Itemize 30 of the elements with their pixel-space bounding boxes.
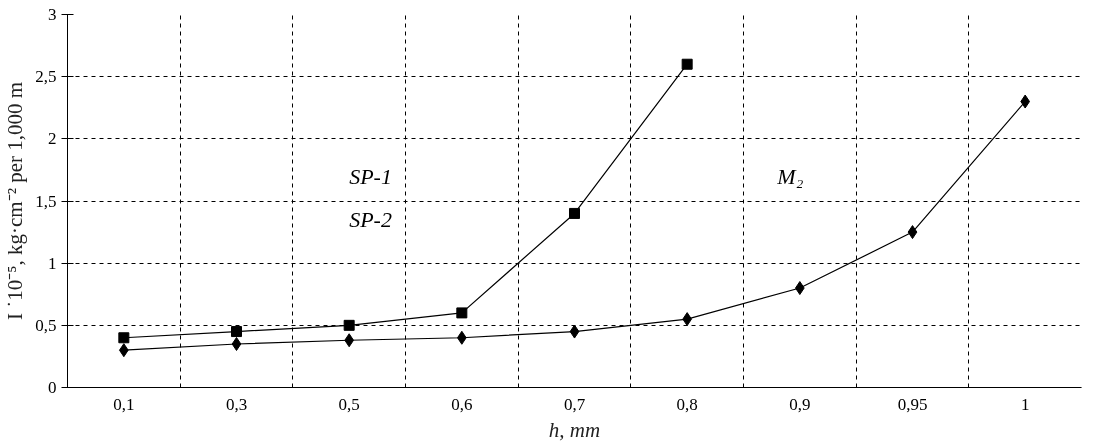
x-tick-label: 0,5 — [338, 394, 360, 414]
point — [118, 332, 130, 344]
annotation: SP-2 — [349, 207, 392, 233]
x-tick-label: 0,3 — [225, 394, 248, 414]
y-tick-label: 3 — [48, 5, 57, 24]
point — [569, 324, 580, 339]
x-tick-label: 0,1 — [113, 394, 135, 414]
point — [456, 307, 468, 319]
annotation: M₂ — [776, 163, 804, 189]
y-tick-label: 2 — [48, 129, 57, 149]
x-tick-label: 0,7 — [563, 394, 586, 414]
y-tick-label: 2,5 — [35, 67, 57, 87]
point — [343, 319, 355, 331]
x-tick-label: 0,9 — [789, 394, 811, 414]
annotation: SP-1 — [349, 163, 392, 189]
x-tick-label: 0,8 — [676, 394, 698, 414]
y-tick-label: 1,5 — [35, 191, 57, 211]
point — [681, 58, 693, 70]
x-tick-label: 0,95 — [897, 394, 928, 414]
x-axis-title: h, mm — [548, 417, 601, 442]
y-tick-label: 1 — [48, 253, 57, 273]
x-tick-label: 0,6 — [451, 394, 473, 414]
point — [907, 225, 918, 240]
point — [231, 326, 242, 338]
y-axis-title: I ˙10⁻⁵, kg·cm⁻² per 1,000 m — [3, 81, 28, 321]
y-tick-label: 0 — [48, 378, 57, 397]
y-tick-label: 0,5 — [35, 315, 57, 335]
point — [231, 336, 242, 351]
point — [569, 207, 580, 219]
x-tick-label: 1 — [1020, 394, 1030, 414]
